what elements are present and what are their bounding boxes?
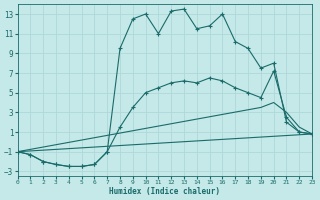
- X-axis label: Humidex (Indice chaleur): Humidex (Indice chaleur): [109, 187, 220, 196]
